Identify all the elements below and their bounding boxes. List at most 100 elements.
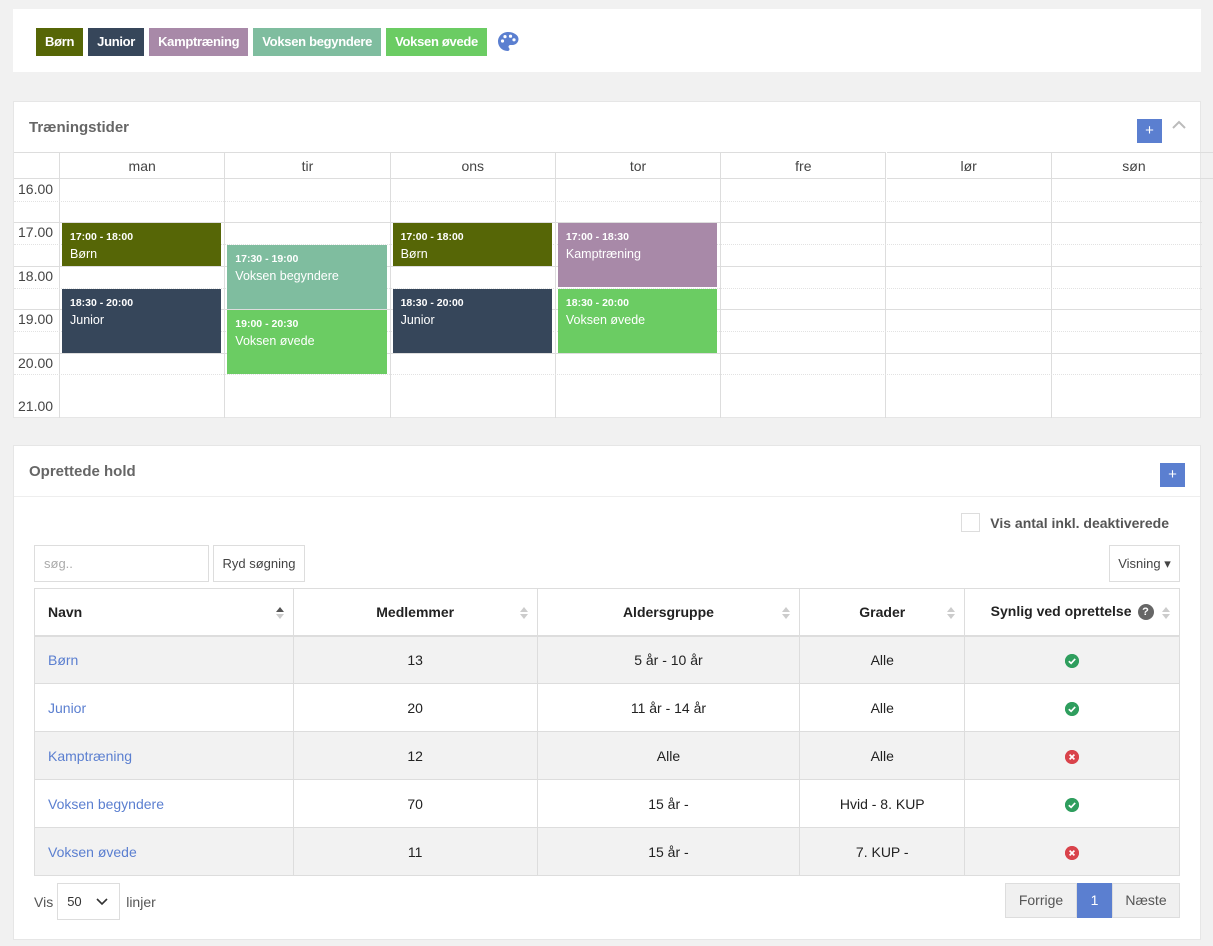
- column-header-grades[interactable]: Grader: [799, 588, 966, 637]
- day-column[interactable]: [556, 179, 722, 418]
- show-prefix: Vis: [34, 893, 54, 910]
- column-label: Navn: [48, 603, 83, 620]
- event-team: Junior: [400, 312, 435, 327]
- event-team: Voksen begyndere: [235, 269, 339, 284]
- legend-tag[interactable]: Børn: [36, 28, 84, 56]
- grades-cell: 7. KUP -: [799, 827, 966, 876]
- event-time: 17:00 - 18:30: [565, 231, 629, 244]
- training-event[interactable]: 19:00 - 20:30 Voksen øvede: [227, 310, 387, 375]
- age-group-cell: Alle: [536, 731, 801, 780]
- chevron-down-icon: [96, 897, 108, 905]
- team-name-link[interactable]: Kamptræning: [34, 731, 294, 780]
- day-column[interactable]: [1052, 179, 1213, 418]
- members-cell: 20: [292, 683, 538, 732]
- search-input[interactable]: [34, 545, 209, 582]
- check-circle-icon: [1065, 653, 1080, 668]
- day-header: fre: [721, 152, 887, 179]
- check-circle-icon: [1065, 797, 1080, 812]
- age-group-cell: 15 år -: [536, 827, 801, 876]
- event-time: 18:30 - 20:00: [565, 296, 629, 309]
- sort-icon: [519, 607, 528, 619]
- event-team: Kamptræning: [565, 247, 641, 262]
- column-header-age-group[interactable]: Aldersgruppe: [536, 588, 801, 637]
- table-row: Børn 13 5 år - 10 år Alle: [34, 635, 1180, 684]
- legend-panel: Børn Junior Kamptræning Voksen begyndere Vok…: [13, 9, 1201, 72]
- sort-icon: [947, 607, 956, 619]
- age-group-cell: 11 år - 14 år: [536, 683, 801, 732]
- sort-icon: [782, 607, 791, 619]
- next-page-button[interactable]: Næste: [1112, 883, 1180, 918]
- column-header-visible[interactable]: Synlig ved oprettelse?: [964, 588, 1180, 637]
- training-event[interactable]: 17:30 - 19:00 Voksen begyndere: [227, 245, 387, 310]
- event-time: 18:30 - 20:00: [70, 296, 134, 309]
- legend-tag[interactable]: Junior: [88, 28, 145, 56]
- column-header-members[interactable]: Medlemmer: [292, 588, 538, 637]
- time-label: 17.00: [18, 224, 54, 241]
- training-event[interactable]: 17:00 - 18:00 Børn: [392, 223, 552, 266]
- column-header-name[interactable]: Navn: [34, 588, 294, 637]
- help-icon[interactable]: ?: [1137, 604, 1154, 621]
- time-label: 21.00: [18, 398, 54, 414]
- training-event[interactable]: 17:00 - 18:30 Kamptræning: [557, 223, 718, 288]
- column-label: Grader: [859, 603, 906, 620]
- chevron-up-icon[interactable]: [1172, 120, 1186, 130]
- legend-tag[interactable]: Voksen øvede: [386, 28, 487, 56]
- show-suffix: linjer: [126, 893, 156, 910]
- schedule-title: Træningstider: [29, 119, 130, 136]
- visible-cell: [964, 731, 1180, 780]
- team-name-link[interactable]: Junior: [34, 683, 294, 732]
- add-training-time-button[interactable]: +: [1137, 119, 1162, 143]
- view-dropdown-button[interactable]: Visning ▾: [1109, 545, 1180, 582]
- day-column[interactable]: [721, 179, 887, 418]
- event-team: Junior: [70, 312, 105, 327]
- sort-icon: [1162, 607, 1170, 619]
- event-team: Voksen øvede: [565, 312, 646, 327]
- visible-cell: [964, 779, 1180, 828]
- day-column[interactable]: [391, 179, 556, 418]
- event-team: Børn: [400, 247, 428, 262]
- grades-cell: Alle: [799, 635, 966, 684]
- training-event[interactable]: 17:00 - 18:00 Børn: [62, 223, 222, 266]
- visible-cell: [964, 827, 1180, 876]
- page-size-control: Vis 50 linjer: [34, 883, 156, 920]
- grid-line: [14, 374, 1202, 376]
- page-size-value: 50: [67, 894, 82, 909]
- weekly-calendar: man tir ons tor fre lør søn 16.00 17.00 18.00 19.0…: [14, 152, 1213, 418]
- day-column[interactable]: [60, 179, 226, 418]
- day-column[interactable]: [887, 179, 1052, 418]
- clear-search-button[interactable]: Ryd søgning: [213, 545, 305, 582]
- training-event[interactable]: 18:30 - 20:00 Voksen øvede: [557, 288, 718, 353]
- day-header: tir: [225, 152, 391, 179]
- legend-tag[interactable]: Kamptræning: [149, 28, 249, 56]
- time-label: 18.00: [18, 267, 54, 284]
- x-circle-icon: [1065, 749, 1080, 764]
- team-name-link[interactable]: Voksen begyndere: [34, 779, 294, 828]
- team-name-link[interactable]: Voksen øvede: [34, 827, 294, 876]
- include-deactivated-checkbox[interactable]: [961, 513, 981, 532]
- team-name-link[interactable]: Børn: [34, 635, 294, 684]
- training-event[interactable]: 18:30 - 20:00 Junior: [392, 288, 552, 353]
- column-label: Synlig ved oprettelse: [990, 603, 1132, 620]
- time-label: 16.00: [18, 181, 54, 197]
- members-cell: 11: [292, 827, 538, 876]
- column-label: Medlemmer: [376, 603, 455, 620]
- add-team-button[interactable]: +: [1160, 463, 1185, 487]
- day-column[interactable]: [225, 179, 391, 418]
- visible-cell: [964, 635, 1180, 684]
- page-1-button[interactable]: 1: [1077, 883, 1112, 918]
- training-event[interactable]: 18:30 - 20:00 Junior: [62, 288, 222, 353]
- x-circle-icon: [1065, 845, 1080, 860]
- age-group-cell: 5 år - 10 år: [536, 635, 801, 684]
- page-size-select[interactable]: 50: [57, 883, 121, 920]
- age-group-cell: 15 år -: [536, 779, 801, 828]
- event-time: 19:00 - 20:30: [235, 318, 299, 331]
- divider: [14, 496, 1200, 497]
- check-circle-icon: [1065, 701, 1080, 716]
- table-row: Voksen begyndere 70 15 år - Hvid - 8. KUP: [34, 779, 1180, 828]
- previous-page-button[interactable]: Forrige: [1005, 883, 1077, 918]
- include-deactivated-toggle[interactable]: Vis antal inkl. deaktiverede: [961, 513, 1169, 532]
- grades-cell: Hvid - 8. KUP: [799, 779, 966, 828]
- time-label: 19.00: [18, 311, 54, 328]
- palette-icon[interactable]: [496, 30, 520, 54]
- legend-tag[interactable]: Voksen begyndere: [253, 28, 382, 56]
